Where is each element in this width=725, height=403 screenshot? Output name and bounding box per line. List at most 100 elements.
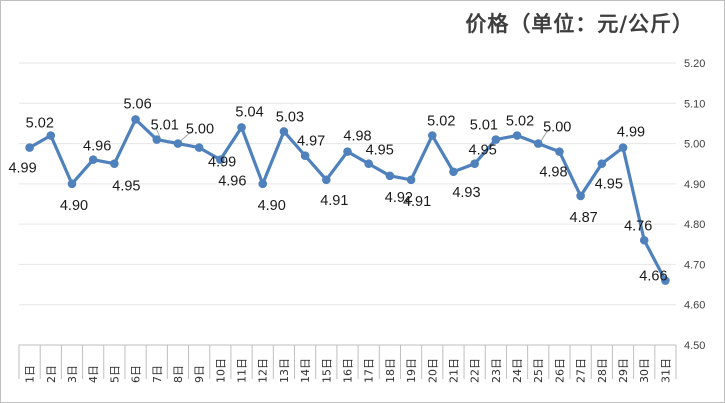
x-tick-label: 19日 bbox=[405, 358, 418, 383]
x-tick-label: 12日 bbox=[257, 358, 270, 383]
data-point bbox=[576, 191, 585, 201]
data-point bbox=[322, 175, 331, 185]
data-point bbox=[449, 167, 458, 177]
y-tick-label: 4.50 bbox=[684, 340, 705, 352]
y-axis-tick-labels: 4.50 4.60 4.70 4.80 4.90 5.00 5.10 5.20 bbox=[684, 58, 705, 352]
data-label: 4.96 bbox=[83, 139, 111, 155]
data-point bbox=[597, 159, 607, 169]
data-label: 4.95 bbox=[469, 143, 497, 159]
data-points bbox=[25, 115, 670, 285]
label-leader-line bbox=[540, 129, 549, 141]
x-tick-label: 26日 bbox=[553, 358, 566, 383]
data-point bbox=[67, 179, 77, 189]
data-label: 4.92 bbox=[385, 190, 413, 206]
data-label: 4.99 bbox=[617, 125, 645, 141]
data-point bbox=[555, 147, 564, 156]
data-label: 4.66 bbox=[639, 269, 667, 285]
data-label: 5.00 bbox=[543, 120, 571, 136]
data-point bbox=[343, 147, 352, 156]
data-label: 5.01 bbox=[151, 118, 179, 134]
data-point bbox=[279, 127, 289, 136]
x-tick-label: 13日 bbox=[278, 358, 291, 383]
data-label: 4.76 bbox=[624, 218, 652, 234]
x-tick-label: 9日 bbox=[193, 365, 206, 383]
data-label: 4.95 bbox=[595, 177, 623, 193]
data-label: 4.90 bbox=[258, 198, 286, 214]
x-tick-label: 28日 bbox=[596, 358, 609, 383]
x-tick-label: 18日 bbox=[384, 358, 397, 383]
x-tick-label: 10日 bbox=[214, 358, 227, 383]
x-tick-label: 6日 bbox=[130, 365, 143, 383]
data-point bbox=[427, 131, 437, 140]
data-label: 5.02 bbox=[427, 114, 455, 130]
label-leader-lines bbox=[155, 127, 549, 141]
data-point bbox=[194, 143, 204, 152]
data-point bbox=[385, 171, 395, 181]
x-tick-label: 8日 bbox=[172, 365, 185, 383]
x-tick-label: 20日 bbox=[426, 358, 439, 383]
data-point bbox=[406, 175, 416, 185]
y-tick-label: 4.60 bbox=[684, 300, 705, 312]
chart-title: 价格（单位：元/公斤） bbox=[465, 12, 694, 36]
data-label: 4.91 bbox=[403, 194, 431, 210]
data-point bbox=[25, 143, 34, 152]
y-tick-label: 4.90 bbox=[684, 179, 705, 191]
data-point bbox=[533, 139, 543, 148]
data-point bbox=[152, 135, 162, 144]
y-tick-label: 5.20 bbox=[684, 58, 705, 70]
x-tick-label: 22日 bbox=[469, 358, 482, 383]
data-label: 5.06 bbox=[123, 96, 151, 112]
x-tick-label: 16日 bbox=[342, 358, 355, 383]
data-point bbox=[258, 179, 268, 189]
x-tick-label: 5日 bbox=[108, 365, 121, 383]
data-point bbox=[364, 159, 373, 169]
data-label: 4.91 bbox=[320, 193, 348, 209]
x-tick-label: 15日 bbox=[320, 358, 333, 383]
x-axis-tick-labels: 1日 2日 3日 4日 5日 6日 7日 8日 9日 10日 11日 12日 13日 14日 15日 16日 1… bbox=[24, 358, 673, 383]
data-label: 5.02 bbox=[26, 116, 54, 132]
x-tick-label: 30日 bbox=[638, 358, 651, 383]
data-point bbox=[618, 143, 628, 152]
data-label: 4.99 bbox=[8, 161, 36, 177]
y-tick-label: 5.10 bbox=[684, 98, 705, 110]
x-tick-label: 2日 bbox=[45, 365, 58, 383]
x-axis bbox=[18, 344, 677, 379]
data-label: 4.87 bbox=[570, 210, 598, 226]
data-label: 5.04 bbox=[235, 104, 263, 120]
data-label: 4.99 bbox=[208, 155, 236, 171]
x-tick-label: 17日 bbox=[363, 358, 376, 383]
data-label: 4.96 bbox=[218, 174, 246, 190]
x-tick-label: 25日 bbox=[532, 358, 545, 383]
data-label: 4.98 bbox=[343, 129, 371, 145]
data-point bbox=[131, 115, 140, 124]
x-tick-label: 14日 bbox=[299, 358, 312, 383]
x-tick-label: 3日 bbox=[66, 365, 79, 383]
y-tick-label: 5.00 bbox=[684, 139, 705, 151]
data-point bbox=[173, 139, 183, 148]
data-point bbox=[110, 159, 119, 169]
x-tick-label: 23日 bbox=[490, 358, 503, 383]
data-point bbox=[470, 159, 479, 169]
data-label: 5.00 bbox=[186, 122, 214, 138]
x-tick-label: 27日 bbox=[575, 358, 588, 383]
data-label: 4.95 bbox=[112, 179, 140, 195]
x-tick-label: 7日 bbox=[151, 365, 164, 383]
data-point bbox=[88, 155, 98, 164]
data-point bbox=[216, 155, 225, 164]
label-leader-line bbox=[180, 131, 192, 141]
x-tick-label: 1日 bbox=[24, 365, 37, 383]
x-tick-label: 29日 bbox=[617, 358, 630, 383]
data-point bbox=[491, 135, 501, 144]
x-tick-label: 31日 bbox=[659, 358, 672, 383]
y-tick-label: 4.80 bbox=[684, 219, 705, 231]
data-point bbox=[661, 276, 670, 285]
gridlines bbox=[19, 62, 676, 306]
data-point bbox=[639, 235, 649, 245]
label-leader-line bbox=[155, 127, 161, 137]
data-label: 5.03 bbox=[276, 109, 304, 125]
x-tick-label: 11日 bbox=[236, 358, 249, 383]
data-labels: 4.99 5.02 4.90 4.96 4.95 5.065.01 5.00 4.99 4.96… bbox=[8, 96, 667, 284]
y-tick-label: 4.70 bbox=[684, 259, 705, 271]
